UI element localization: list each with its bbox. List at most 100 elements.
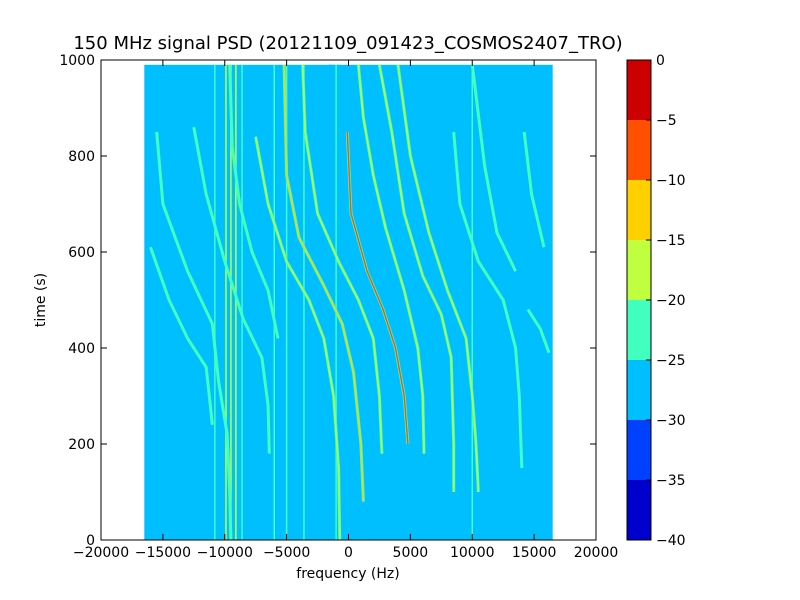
noise-speck	[294, 449, 299, 451]
noise-speck	[354, 216, 361, 218]
noise-speck	[307, 97, 310, 100]
noise-speck	[330, 334, 334, 336]
x-axis-ticks: −20000 −15000 −10000 −5000 0 5000 10000 15000 20…	[73, 60, 618, 561]
noise-speck	[343, 164, 350, 166]
noise-speck	[328, 64, 331, 67]
drift-trace	[302, 64, 383, 454]
noise-speck	[346, 223, 351, 225]
noise-speck	[321, 347, 325, 349]
noise-speck	[390, 125, 394, 127]
noise-speck	[332, 236, 335, 238]
noise-speck	[381, 249, 387, 251]
noise-speck	[310, 106, 313, 108]
noise-speck	[355, 250, 358, 252]
noise-speck	[310, 511, 313, 513]
noise-speck	[352, 463, 357, 466]
noise-speck	[339, 269, 343, 271]
noise-speck	[306, 125, 309, 127]
noise-speck	[347, 522, 354, 525]
noise-speck	[400, 421, 405, 424]
noise-speck	[368, 462, 374, 464]
noise-speck	[348, 408, 352, 411]
noise-speck	[334, 498, 336, 500]
noise-speck	[325, 211, 331, 214]
noise-speck	[339, 374, 346, 376]
noise-speck	[327, 354, 334, 356]
noise-speck	[338, 164, 342, 166]
noise-speck	[345, 192, 349, 195]
noise-speck	[329, 64, 334, 67]
colorbar-band	[627, 180, 651, 240]
noise-speck	[294, 341, 300, 343]
noise-speck	[392, 187, 400, 189]
noise-speck	[343, 161, 346, 163]
noise-speck	[339, 357, 345, 359]
noise-speck	[385, 470, 391, 473]
noise-speck	[389, 531, 396, 533]
noise-speck	[338, 247, 342, 250]
noise-speck	[377, 108, 382, 110]
noise-speck	[313, 417, 318, 419]
noise-speck	[348, 450, 356, 453]
noise-speck	[323, 73, 328, 75]
noise-speck	[356, 311, 360, 313]
noise-speck	[391, 217, 394, 219]
noise-speck	[397, 404, 404, 407]
noise-speck	[327, 116, 334, 119]
colorbar-tick-label: −15	[656, 233, 686, 249]
noise-speck	[346, 360, 352, 362]
noise-speck	[343, 280, 348, 283]
noise-speck	[320, 259, 325, 261]
noise-speck	[401, 535, 405, 538]
noise-speck	[374, 313, 377, 316]
noise-speck	[322, 336, 330, 339]
noise-speck	[380, 538, 386, 540]
noise-speck	[310, 447, 316, 450]
noise-speck	[348, 452, 352, 454]
noise-speck	[297, 527, 302, 529]
noise-speck	[316, 267, 323, 270]
noise-speck	[305, 403, 307, 405]
noise-speck	[375, 240, 381, 242]
noise-speck	[393, 288, 400, 290]
noise-speck	[350, 334, 356, 336]
noise-speck	[307, 377, 313, 379]
noise-speck	[353, 421, 356, 424]
noise-speck	[323, 377, 331, 379]
noise-speck	[348, 504, 353, 506]
noise-speck	[348, 318, 350, 320]
noise-speck	[308, 156, 316, 159]
noise-speck	[321, 240, 329, 242]
noise-speck	[332, 190, 337, 192]
noise-speck	[305, 283, 307, 286]
noise-speck	[341, 247, 348, 250]
noise-speck	[353, 93, 361, 95]
noise-speck	[335, 275, 339, 277]
noise-speck	[359, 290, 366, 293]
noise-speck	[378, 133, 382, 136]
noise-speck	[394, 306, 401, 309]
noise-speck	[299, 298, 302, 300]
noise-speck	[327, 289, 330, 291]
noise-speck	[381, 511, 389, 513]
noise-speck	[379, 368, 385, 371]
noise-speck	[310, 528, 318, 530]
noise-speck	[359, 349, 363, 352]
noise-speck	[338, 295, 342, 297]
noise-speck	[340, 168, 346, 170]
noise-speck	[325, 128, 330, 130]
noise-speck	[350, 141, 356, 143]
noise-speck	[347, 69, 353, 71]
y-tick-label: 800	[68, 149, 95, 165]
noise-speck	[362, 198, 365, 201]
noise-speck	[302, 99, 309, 101]
noise-speck	[344, 476, 347, 479]
noise-speck	[387, 463, 390, 466]
noise-speck	[387, 188, 391, 191]
noise-speck	[297, 110, 303, 113]
noise-speck	[348, 372, 350, 375]
noise-speck	[333, 476, 336, 479]
noise-speck	[318, 208, 324, 211]
noise-speck	[342, 449, 347, 451]
drift-trace	[527, 309, 550, 354]
